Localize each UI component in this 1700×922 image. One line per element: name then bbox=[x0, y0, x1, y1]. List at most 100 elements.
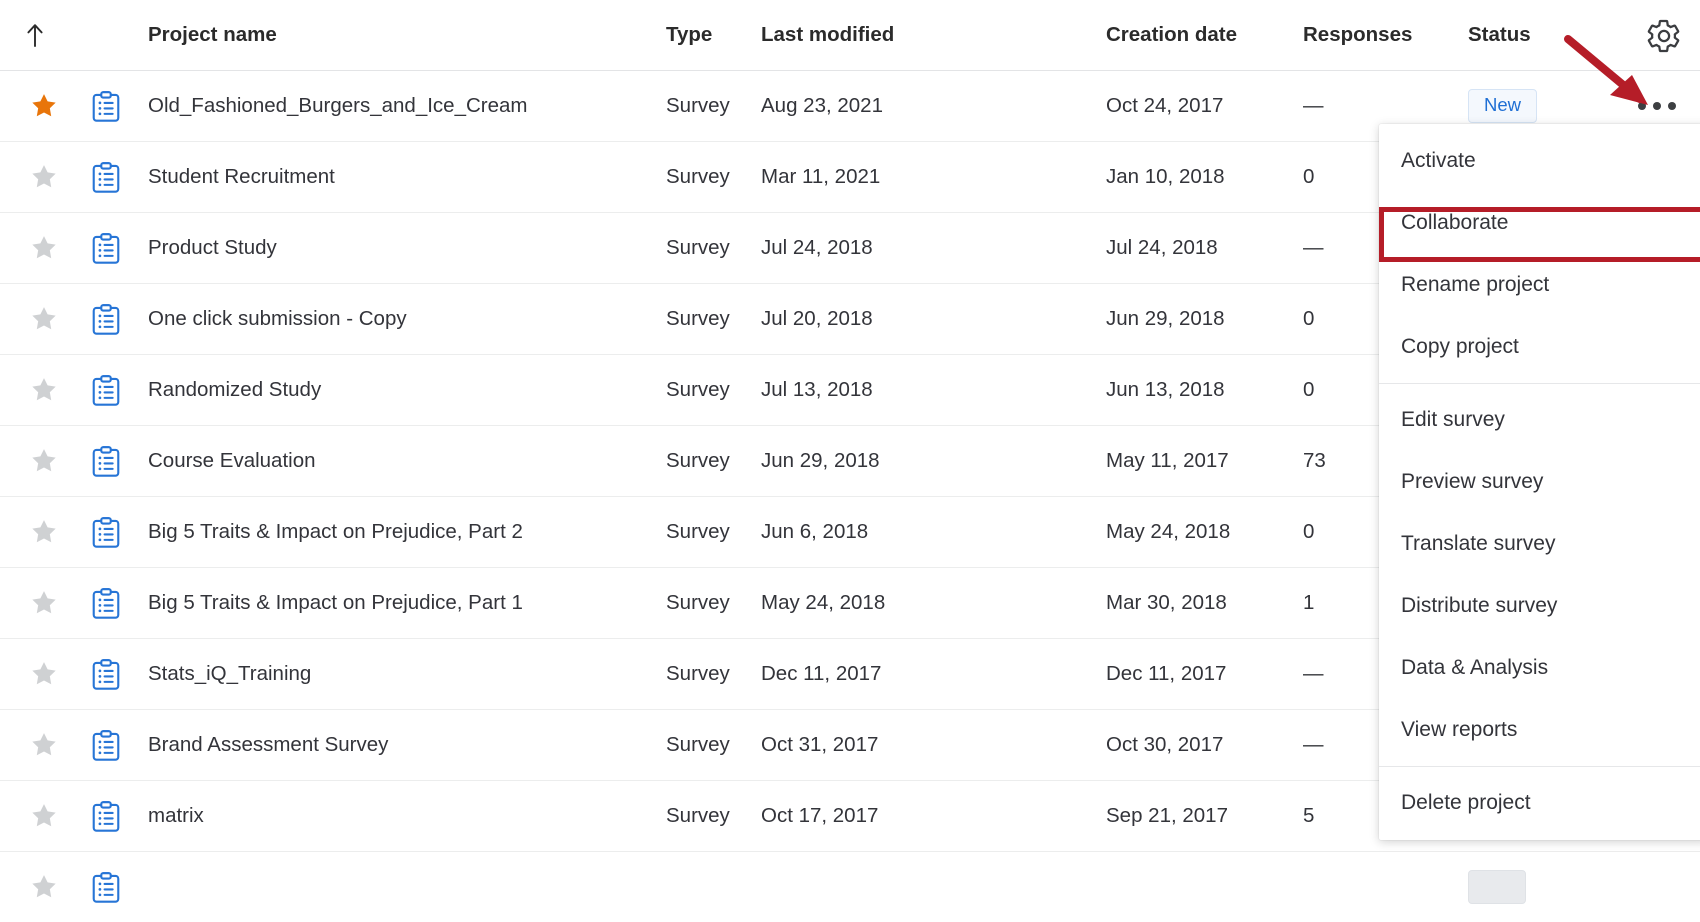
menu-item-view-reports[interactable]: View reports bbox=[1379, 699, 1700, 761]
gear-icon[interactable] bbox=[1646, 18, 1682, 54]
last-modified-value: Jun 29, 2018 bbox=[761, 426, 1106, 497]
project-name-link[interactable]: Big 5 Traits & Impact on Prejudice, Part… bbox=[140, 568, 666, 639]
creation-date-value bbox=[1106, 852, 1303, 922]
menu-item-rename-project[interactable]: Rename project bbox=[1379, 254, 1700, 316]
creation-date-value: Jun 29, 2018 bbox=[1106, 284, 1303, 355]
project-type-value: Survey bbox=[666, 710, 761, 781]
project-name-link[interactable]: Product Study bbox=[140, 213, 666, 284]
column-header-type[interactable]: Type bbox=[666, 0, 761, 71]
creation-date-value: Mar 30, 2018 bbox=[1106, 568, 1303, 639]
column-header-project-name[interactable]: Project name bbox=[140, 0, 666, 71]
row-actions-cell[interactable] bbox=[1638, 852, 1700, 922]
project-type-icon bbox=[88, 852, 140, 922]
favorite-star-toggle[interactable] bbox=[0, 781, 88, 852]
menu-item-delete-project[interactable]: Delete project bbox=[1379, 772, 1700, 834]
favorite-star-toggle[interactable] bbox=[0, 852, 88, 922]
menu-item-preview-survey[interactable]: Preview survey bbox=[1379, 451, 1700, 513]
project-type-icon bbox=[88, 284, 140, 355]
project-name-link[interactable]: Student Recruitment bbox=[140, 142, 666, 213]
favorite-star-toggle[interactable] bbox=[0, 213, 88, 284]
project-name-link[interactable]: One click submission - Copy bbox=[140, 284, 666, 355]
project-name-link[interactable]: Course Evaluation bbox=[140, 426, 666, 497]
project-type-value: Survey bbox=[666, 568, 761, 639]
favorite-star-toggle[interactable] bbox=[0, 426, 88, 497]
project-type-value: Survey bbox=[666, 213, 761, 284]
project-type-value: Survey bbox=[666, 426, 761, 497]
favorite-star-toggle[interactable] bbox=[0, 639, 88, 710]
project-type-value: Survey bbox=[666, 284, 761, 355]
column-header-last-modified[interactable]: Last modified bbox=[761, 0, 1106, 71]
project-name-link[interactable]: Old_Fashioned_Burgers_and_Ice_Cream bbox=[140, 71, 666, 142]
status-badge[interactable]: New bbox=[1468, 89, 1537, 123]
project-type-icon bbox=[88, 710, 140, 781]
icon-column-header bbox=[88, 0, 140, 71]
ellipsis-horizontal-icon[interactable] bbox=[1638, 102, 1700, 110]
sort-ascending-arrow-icon[interactable] bbox=[24, 22, 88, 48]
project-type-icon bbox=[88, 568, 140, 639]
favorite-star-toggle[interactable] bbox=[0, 497, 88, 568]
favorite-star-toggle[interactable] bbox=[0, 355, 88, 426]
menu-separator bbox=[1379, 766, 1700, 767]
creation-date-value: Sep 21, 2017 bbox=[1106, 781, 1303, 852]
project-type-value: Survey bbox=[666, 639, 761, 710]
creation-date-value: Dec 11, 2017 bbox=[1106, 639, 1303, 710]
column-header-status[interactable]: Status bbox=[1468, 0, 1638, 71]
project-name-link[interactable]: Brand Assessment Survey bbox=[140, 710, 666, 781]
creation-date-value: Jun 13, 2018 bbox=[1106, 355, 1303, 426]
favorite-star-toggle[interactable] bbox=[0, 142, 88, 213]
menu-item-collaborate[interactable]: Collaborate bbox=[1379, 192, 1700, 254]
project-type-icon bbox=[88, 781, 140, 852]
project-type-value: Survey bbox=[666, 71, 761, 142]
project-type-icon bbox=[88, 639, 140, 710]
last-modified-value: Jul 24, 2018 bbox=[761, 213, 1106, 284]
project-type-value bbox=[666, 852, 761, 922]
menu-separator bbox=[1379, 383, 1700, 384]
table-row[interactable] bbox=[0, 852, 1700, 922]
project-type-value: Survey bbox=[666, 497, 761, 568]
menu-item-activate[interactable]: Activate bbox=[1379, 130, 1700, 192]
last-modified-value: Jul 20, 2018 bbox=[761, 284, 1106, 355]
project-name-link[interactable]: Stats_iQ_Training bbox=[140, 639, 666, 710]
last-modified-value: Mar 11, 2021 bbox=[761, 142, 1106, 213]
project-type-icon bbox=[88, 355, 140, 426]
project-name-link[interactable]: matrix bbox=[140, 781, 666, 852]
project-name-link[interactable] bbox=[140, 852, 666, 922]
menu-item-data-analysis[interactable]: Data & Analysis bbox=[1379, 637, 1700, 699]
menu-item-edit-survey[interactable]: Edit survey bbox=[1379, 389, 1700, 451]
last-modified-value: Dec 11, 2017 bbox=[761, 639, 1106, 710]
column-header-responses[interactable]: Responses bbox=[1303, 0, 1468, 71]
menu-item-copy-project[interactable]: Copy project bbox=[1379, 316, 1700, 378]
menu-item-distribute-survey[interactable]: Distribute survey bbox=[1379, 575, 1700, 637]
project-type-value: Survey bbox=[666, 355, 761, 426]
last-modified-value: Aug 23, 2021 bbox=[761, 71, 1106, 142]
project-type-value: Survey bbox=[666, 142, 761, 213]
creation-date-value: Oct 30, 2017 bbox=[1106, 710, 1303, 781]
column-header-creation-date[interactable]: Creation date bbox=[1106, 0, 1303, 71]
project-type-icon bbox=[88, 142, 140, 213]
creation-date-value: Jan 10, 2018 bbox=[1106, 142, 1303, 213]
sort-column-header[interactable] bbox=[0, 0, 88, 71]
table-header: Project name Type Last modified Creation… bbox=[0, 0, 1700, 71]
last-modified-value: Jul 13, 2018 bbox=[761, 355, 1106, 426]
creation-date-value: Oct 24, 2017 bbox=[1106, 71, 1303, 142]
favorite-star-toggle[interactable] bbox=[0, 284, 88, 355]
creation-date-value: May 24, 2018 bbox=[1106, 497, 1303, 568]
last-modified-value bbox=[761, 852, 1106, 922]
favorite-star-toggle[interactable] bbox=[0, 568, 88, 639]
favorite-star-toggle[interactable] bbox=[0, 71, 88, 142]
project-type-value: Survey bbox=[666, 781, 761, 852]
favorite-star-toggle[interactable] bbox=[0, 710, 88, 781]
creation-date-value: Jul 24, 2018 bbox=[1106, 213, 1303, 284]
project-type-icon bbox=[88, 213, 140, 284]
project-name-link[interactable]: Big 5 Traits & Impact on Prejudice, Part… bbox=[140, 497, 666, 568]
menu-item-translate-survey[interactable]: Translate survey bbox=[1379, 513, 1700, 575]
last-modified-value: Oct 17, 2017 bbox=[761, 781, 1106, 852]
project-type-icon bbox=[88, 71, 140, 142]
status-badge[interactable] bbox=[1468, 870, 1526, 904]
creation-date-value: May 11, 2017 bbox=[1106, 426, 1303, 497]
project-name-link[interactable]: Randomized Study bbox=[140, 355, 666, 426]
last-modified-value: Oct 31, 2017 bbox=[761, 710, 1106, 781]
last-modified-value: Jun 6, 2018 bbox=[761, 497, 1106, 568]
project-type-icon bbox=[88, 426, 140, 497]
